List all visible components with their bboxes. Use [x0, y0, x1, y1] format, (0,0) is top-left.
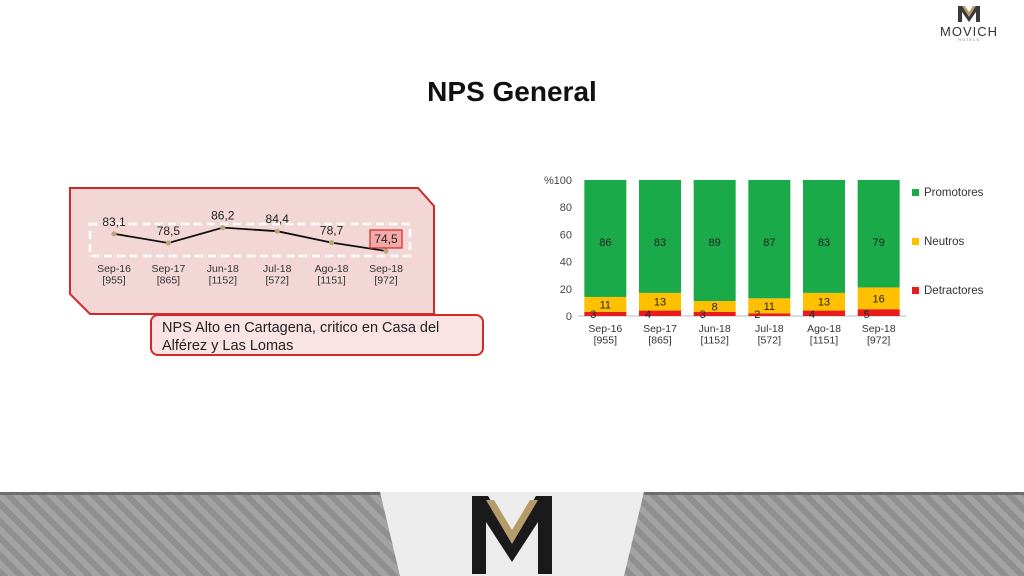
line-x-tick-label: Jun-18 [1152]	[207, 263, 239, 287]
bar-segment-promotores	[639, 180, 681, 293]
nps-point	[220, 225, 226, 231]
nps-point	[274, 228, 280, 234]
line-x-tick-label: Jul-18 [572]	[263, 263, 292, 287]
bar-segment-neutros	[857, 287, 900, 310]
bar-segment-neutros	[748, 298, 791, 314]
bar-value-label: 2	[754, 309, 760, 321]
bar-segment-detractores	[803, 310, 845, 316]
bar-segment-neutros	[693, 301, 736, 312]
bar-segment-promotores	[693, 180, 736, 302]
bar-value-label: 3	[700, 309, 706, 321]
nps-data-label: 86,2	[211, 209, 235, 223]
bar-x-tick-label: Ago-18 [1151]	[807, 323, 841, 347]
legend-label-promotores: Promotores	[924, 187, 984, 199]
bar-x-tick-label: Sep-16 [955]	[588, 323, 622, 347]
bar-value-label: 89	[709, 237, 721, 249]
nps-line-chart: 83,1 78,5 86,2 84,4 78,7 74,5 Sep-16 [955] Sep-…	[69, 187, 435, 315]
bar-y-tick-label: 80	[560, 202, 572, 214]
page-title: NPS General	[427, 76, 597, 107]
footer-band	[0, 492, 1024, 576]
bar-y-tick-label: 20	[560, 284, 572, 296]
bar-y-tick-label: 100	[554, 175, 572, 187]
nps-point	[383, 248, 389, 254]
callout-note: NPS Alto en Cartagena, critico en Casa d…	[150, 314, 484, 356]
bar-segment-promotores	[857, 180, 900, 288]
bar-segment-detractores	[584, 311, 627, 316]
bar-segment-detractores	[857, 309, 900, 316]
brand-name: MOVICH	[940, 24, 998, 39]
bar-x-tick-label: Sep-18 [972]	[862, 323, 896, 347]
nps-data-label: 83,1	[102, 215, 126, 229]
legend-swatch-neutros	[912, 238, 919, 245]
bar-segment-detractores	[639, 310, 681, 316]
line-x-tick-label: Ago-18 [1151]	[315, 263, 349, 287]
nps-highlight-box	[369, 229, 403, 249]
nps-series-line	[113, 226, 387, 252]
bar-value-label: 5	[864, 309, 870, 321]
bar-x-tick-label: Sep-17 [865]	[643, 323, 677, 347]
nps-point	[329, 240, 335, 246]
legend-swatch-promotores	[912, 189, 919, 196]
bar-value-label: 4	[645, 309, 651, 321]
bar-y-axis-label: %	[544, 175, 554, 187]
bar-segment-promotores	[584, 180, 627, 297]
line-x-tick-label: Sep-16 [955]	[97, 263, 131, 287]
legend-label-detractores: Detractores	[924, 285, 984, 297]
nps-point	[165, 240, 171, 246]
bar-value-label: 13	[654, 297, 666, 309]
nps-data-label: 78,5	[157, 224, 181, 238]
bar-y-tick-label: 60	[560, 229, 572, 241]
bar-value-label: 11	[600, 299, 611, 311]
bar-segment-promotores	[748, 180, 791, 299]
bar-value-label: 83	[654, 237, 666, 249]
bar-value-label: 8	[712, 301, 718, 313]
bar-segment-detractores	[748, 313, 791, 316]
bar-value-label: 11	[764, 301, 775, 313]
bar-segment-neutros	[803, 292, 845, 311]
bar-segment-detractores	[693, 311, 736, 316]
brand-logo: MOVICH HOTELS	[940, 4, 998, 46]
bar-x-tick-label: Jun-18 [1152]	[699, 323, 731, 347]
bar-value-label: 13	[818, 297, 830, 309]
nps-data-label: 78,7	[320, 224, 344, 238]
footer-logo	[380, 492, 644, 576]
brand-mark-icon	[958, 6, 980, 22]
legend-swatch-detractores	[912, 287, 919, 294]
bar-y-tick-label: 40	[560, 257, 572, 269]
nps-data-label: 74,5	[374, 232, 398, 246]
brand-tagline: HOTELS	[957, 37, 980, 42]
bar-x-tick-label: Jul-18 [572]	[755, 323, 784, 347]
bar-segment-promotores	[803, 180, 845, 293]
bar-value-label: 3	[590, 309, 596, 321]
nps-point	[111, 231, 117, 237]
bar-segment-neutros	[584, 296, 627, 312]
bar-value-label: 4	[809, 309, 815, 321]
line-x-tick-label: Sep-18 [972]	[369, 263, 403, 287]
line-chart-dashed-frame	[88, 222, 412, 258]
bar-value-label: 86	[599, 237, 611, 249]
bar-value-label: 16	[873, 293, 885, 305]
line-x-tick-label: Sep-17 [865]	[151, 263, 185, 287]
bar-value-label: 83	[818, 237, 830, 249]
bar-y-tick-label: 0	[566, 311, 572, 323]
footer-brand-mark-icon	[472, 496, 552, 574]
line-chart-panel	[69, 187, 435, 315]
bar-segment-neutros	[639, 292, 681, 311]
bar-value-label: 87	[763, 237, 775, 249]
nps-data-label: 84,4	[266, 212, 290, 226]
legend-label-neutros: Neutros	[924, 236, 965, 248]
bar-value-label: 79	[873, 237, 885, 249]
